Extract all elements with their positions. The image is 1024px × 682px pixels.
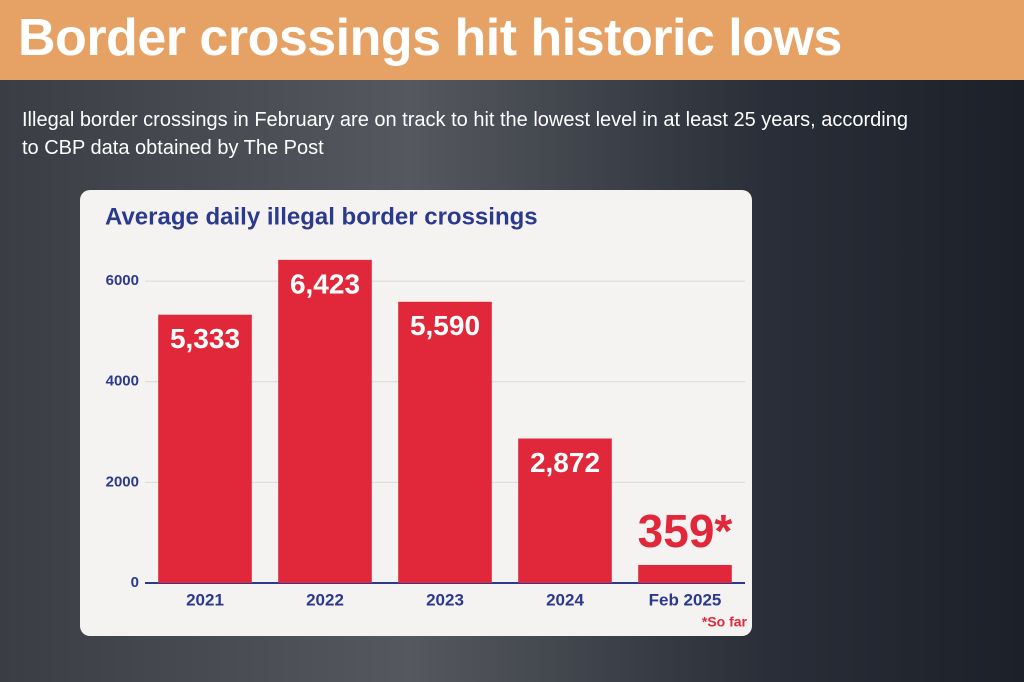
value-label: 2,872	[530, 447, 600, 478]
headline: Border crossings hit historic lows	[18, 9, 842, 67]
y-tick-label: 2000	[106, 473, 139, 490]
value-label: 359*	[638, 505, 733, 557]
bar	[518, 438, 612, 583]
value-label: 5,590	[410, 310, 480, 341]
x-tick-label: 2023	[426, 590, 464, 609]
subtitle: Illegal border crossings in February are…	[22, 109, 908, 159]
value-label: 5,333	[170, 323, 240, 354]
bar	[638, 564, 732, 583]
x-tick-label: 2022	[306, 590, 344, 609]
bar	[398, 301, 492, 583]
x-tick-label: Feb 2025	[649, 590, 722, 609]
x-tick-label: 2021	[186, 590, 224, 609]
bar	[158, 314, 252, 583]
value-label: 6,423	[290, 268, 360, 299]
header: Border crossings hit historic lows	[0, 0, 1024, 80]
bar	[278, 259, 372, 583]
y-tick-label: 4000	[106, 373, 139, 390]
footnote: *So far	[702, 614, 748, 630]
x-tick-label: 2024	[546, 590, 584, 609]
chart-title: Average daily illegal border crossings	[105, 203, 538, 230]
y-tick-label: 0	[131, 574, 139, 591]
y-tick-label: 6000	[106, 272, 139, 289]
